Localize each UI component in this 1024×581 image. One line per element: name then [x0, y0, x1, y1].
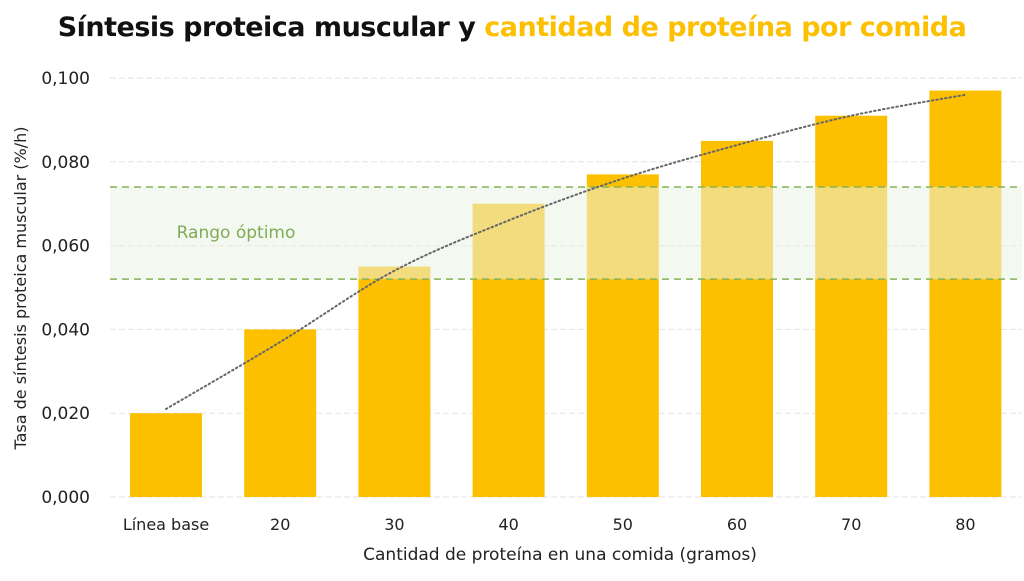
y-tick-label: 0,020 — [41, 404, 90, 424]
y-axis-label: Tasa de síntesis proteica muscular (%/h) — [11, 126, 30, 450]
bar — [358, 266, 431, 497]
bar — [244, 329, 317, 497]
x-tick-label: 50 — [613, 515, 633, 534]
y-tick-label: 0,040 — [41, 320, 90, 340]
y-tick-label: 0,080 — [41, 153, 90, 173]
x-axis-label: Cantidad de proteína en una comida (gram… — [363, 545, 757, 565]
y-tick-label: 0,000 — [41, 488, 90, 508]
title-part1: Síntesis proteica muscular y — [57, 12, 476, 43]
x-tick-label: 20 — [270, 515, 290, 534]
trendline — [165, 93, 967, 411]
optimal-range-label: Rango óptimo — [177, 223, 296, 243]
y-tick-label: 0,060 — [41, 237, 90, 257]
bar — [929, 90, 1002, 497]
bar — [130, 413, 202, 497]
x-tick-label: 70 — [841, 515, 861, 534]
chart-title: Síntesis proteica muscular y cantidad de… — [0, 12, 1024, 43]
x-tick-label: 60 — [727, 515, 747, 534]
y-tick-label: 0,100 — [41, 69, 90, 89]
x-tick-label: 30 — [384, 515, 404, 534]
x-tick-label: 40 — [498, 515, 518, 534]
x-tick-label: 80 — [955, 515, 975, 534]
optimal-range-band — [110, 186, 1022, 280]
x-tick-label: Línea base — [123, 515, 209, 534]
bar — [815, 115, 888, 498]
title-part2: cantidad de proteína por comida — [484, 12, 967, 43]
